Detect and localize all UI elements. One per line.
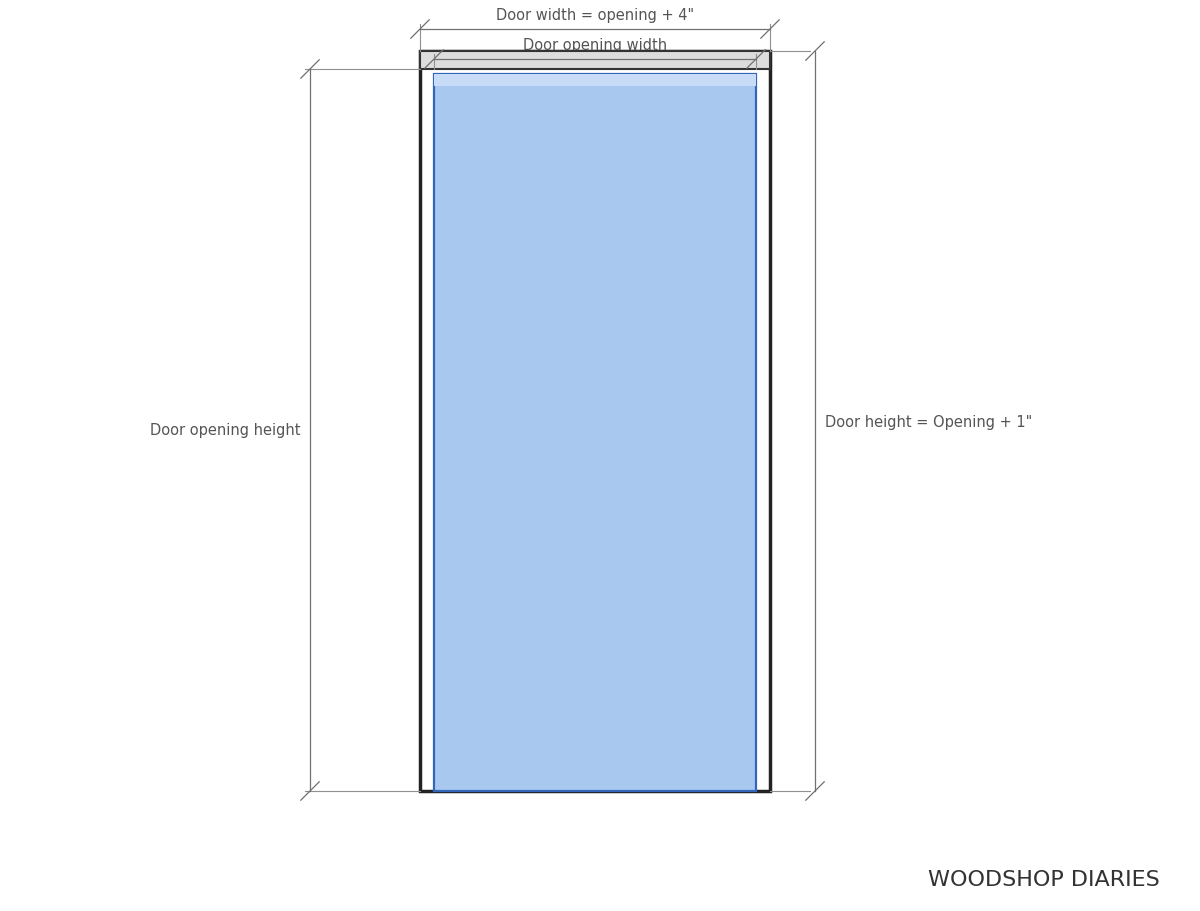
Text: Door width = opening + 4": Door width = opening + 4" — [496, 8, 694, 23]
Bar — [420, 52, 770, 70]
Text: Door height = Opening + 1": Door height = Opening + 1" — [826, 414, 1032, 429]
Bar — [434, 75, 756, 791]
Bar — [434, 75, 756, 87]
Text: Door opening width: Door opening width — [523, 38, 667, 53]
Text: WOODSHOP DIARIES: WOODSHOP DIARIES — [929, 869, 1160, 889]
Bar — [420, 52, 770, 791]
Text: Door opening height: Door opening height — [150, 423, 300, 438]
